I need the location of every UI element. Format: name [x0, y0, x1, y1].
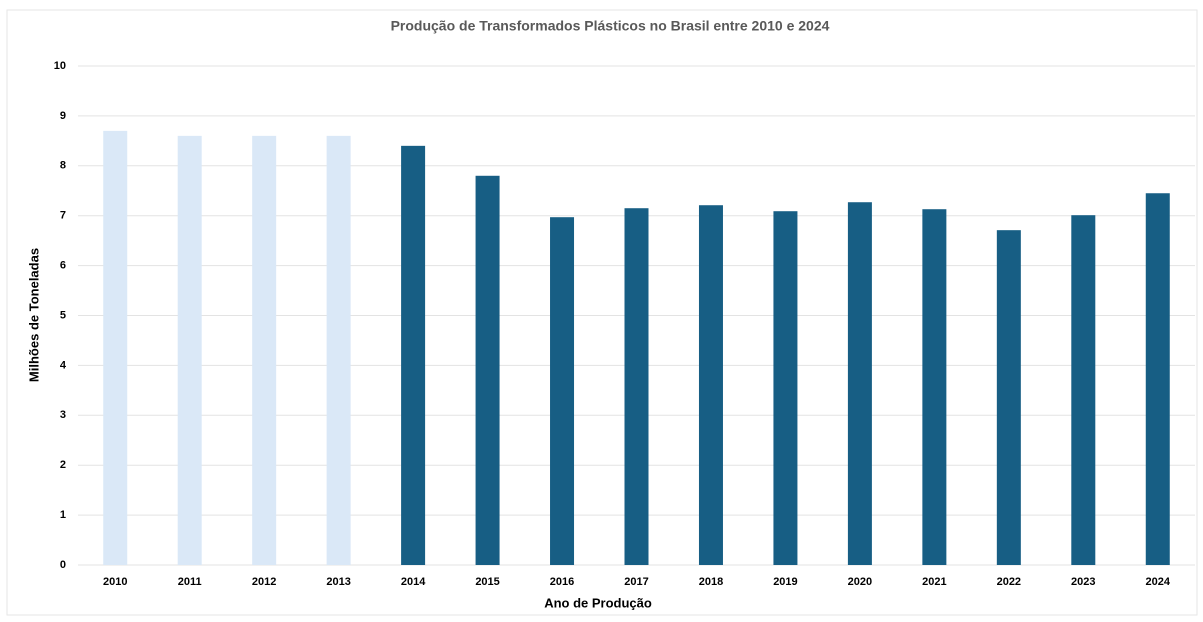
x-tick-label: 2016 [550, 576, 574, 588]
y-tick-label: 7 [60, 210, 66, 222]
bar [1145, 193, 1170, 565]
bar [177, 135, 202, 566]
x-tick-label: 2021 [922, 576, 946, 588]
bar [475, 175, 500, 565]
y-tick-label: 10 [54, 60, 66, 72]
x-tick-label: 2019 [773, 576, 797, 588]
x-tick-label: 2013 [326, 576, 350, 588]
y-tick-label: 6 [60, 260, 66, 272]
y-tick-label: 5 [60, 309, 66, 321]
x-tick-label: 2018 [699, 576, 723, 588]
x-tick-label: 2017 [624, 576, 648, 588]
bar [326, 135, 351, 566]
y-tick-label: 3 [60, 409, 66, 421]
bar [922, 209, 947, 565]
x-tick-label: 2011 [178, 576, 202, 588]
y-tick-label: 8 [60, 160, 66, 172]
x-tick-label: 2015 [475, 576, 499, 588]
x-tick-label: 2020 [848, 576, 872, 588]
bar [103, 130, 128, 565]
x-tick-label: 2014 [401, 576, 426, 588]
y-tick-label: 4 [60, 359, 67, 371]
y-tick-label: 2 [60, 459, 66, 471]
y-tick-label: 9 [60, 110, 66, 122]
bar [550, 217, 575, 565]
y-tick-label: 0 [60, 559, 66, 571]
bar [996, 230, 1021, 565]
x-tick-label: 2012 [252, 576, 276, 588]
x-tick-label: 2010 [103, 576, 127, 588]
bar [773, 211, 798, 566]
bar [1071, 215, 1096, 566]
bar [698, 205, 723, 565]
x-tick-label: 2023 [1071, 576, 1095, 588]
x-axis-label: Ano de Produção [544, 595, 652, 610]
y-axis-label: Milhões de Toneladas [26, 248, 41, 382]
x-tick-label: 2022 [997, 576, 1021, 588]
y-tick-label: 1 [60, 509, 66, 521]
bar [847, 202, 872, 566]
bar [624, 208, 649, 565]
chart-title: Produção de Transformados Plásticos no B… [391, 18, 830, 34]
x-tick-label: 2024 [1146, 576, 1171, 588]
bar [401, 145, 426, 565]
bar [252, 135, 277, 566]
